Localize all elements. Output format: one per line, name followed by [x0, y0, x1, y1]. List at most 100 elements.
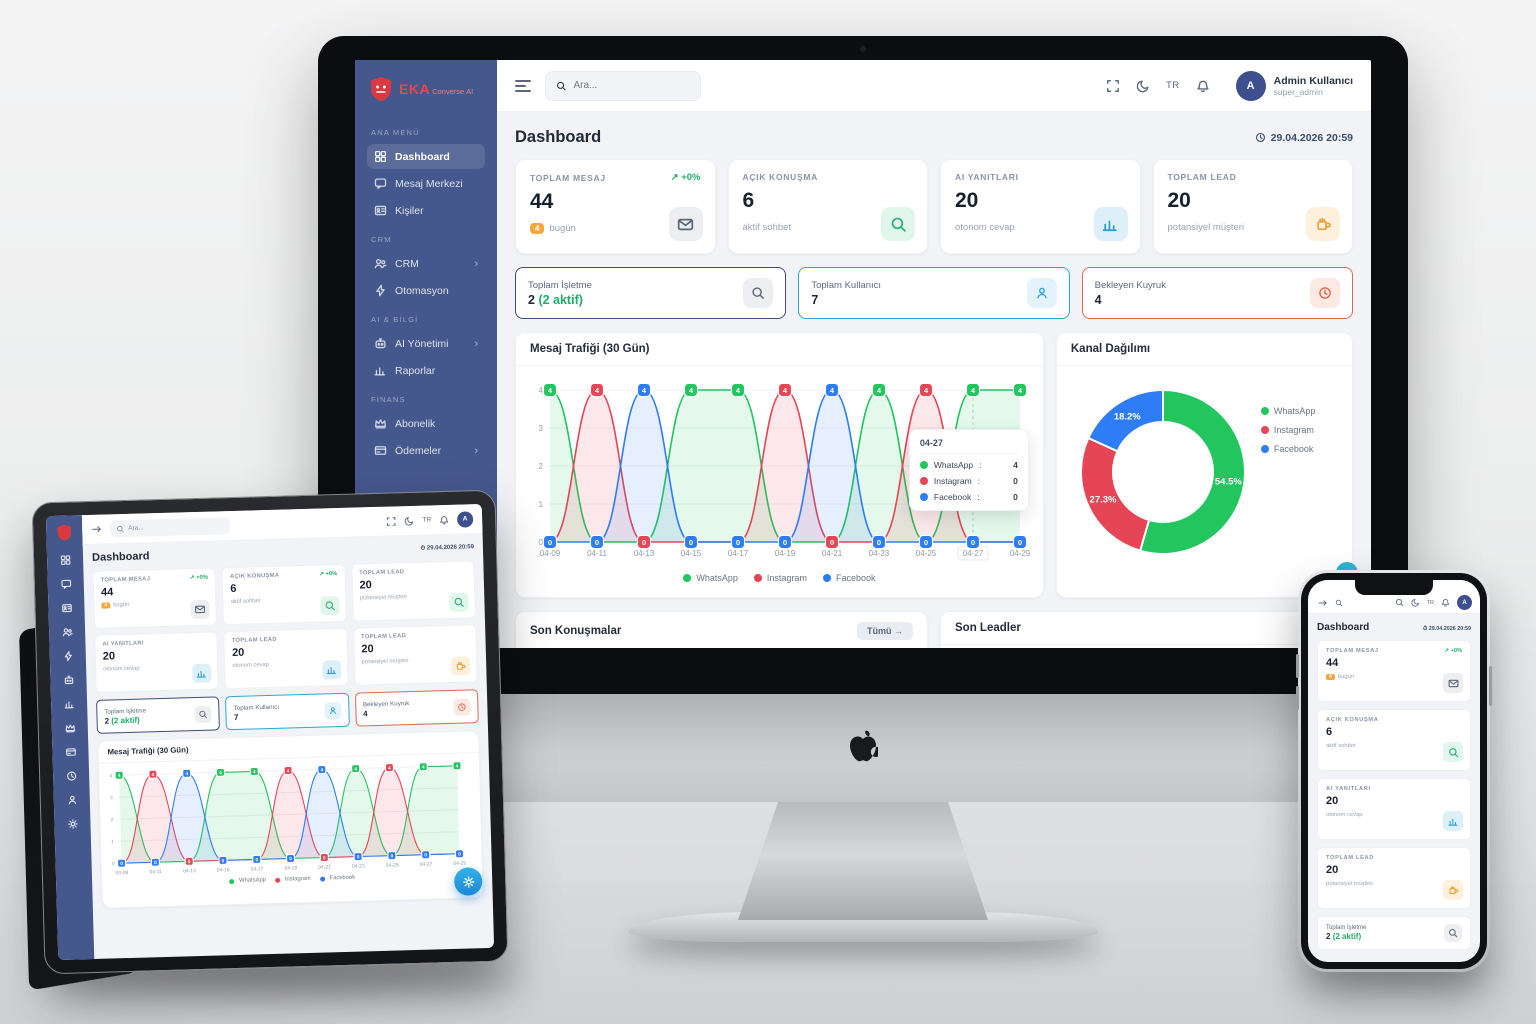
svg-text:04-23: 04-23: [352, 863, 365, 869]
sidebar-item-abonelik[interactable]: Abonelik: [367, 411, 485, 436]
sidebar-item-otomasyon[interactable]: Otomasyon: [367, 278, 485, 303]
svg-text:4: 4: [642, 386, 647, 395]
dark-mode-icon[interactable]: [1411, 598, 1420, 607]
count-badge: 4: [101, 602, 111, 609]
svg-text:0: 0: [188, 859, 191, 865]
menu-toggle-icon[interactable]: [515, 79, 531, 92]
sidebar-item-raporlar[interactable]: Raporlar: [367, 358, 485, 383]
phone-screen: TR A Dashboard ⏱ 29.04.2026 20:59 TOPLAM…: [1308, 580, 1480, 962]
svg-text:0: 0: [971, 538, 975, 547]
chat-icon[interactable]: [60, 578, 71, 589]
search-input[interactable]: [573, 80, 690, 91]
svg-text:04-11: 04-11: [587, 549, 607, 558]
users-icon[interactable]: [61, 626, 73, 637]
mini-card-toplam-kullanici[interactable]: Toplam Kullanıcı 7: [225, 692, 350, 731]
mini-card-toplam-isletme[interactable]: Toplam İşletme 2 (2 aktif): [515, 267, 787, 319]
search-icon[interactable]: [1395, 598, 1404, 607]
view-all-button[interactable]: Tümü →: [857, 622, 913, 640]
svg-text:04-13: 04-13: [634, 549, 655, 558]
svg-text:0: 0: [154, 860, 157, 866]
stat-card[interactable]: TOPLAM LEAD 20 potansiyel müşteri: [1317, 847, 1471, 909]
brand-name: EKA: [399, 81, 431, 97]
stat-card[interactable]: TOPLAM LEAD 20 otonom cevap: [223, 627, 349, 690]
arrow-right-icon[interactable]: [91, 524, 102, 535]
stat-sub: otonom cevap: [955, 222, 1015, 233]
notifications-icon[interactable]: [439, 514, 449, 525]
stat-card-ai-yanitlari[interactable]: AI YANITLARI 20 otonom cevap: [940, 159, 1141, 254]
avatar[interactable]: A: [456, 510, 474, 528]
card-icon[interactable]: [65, 746, 76, 757]
chevron-right-icon: ›: [474, 257, 478, 270]
stat-card-acik-konusma[interactable]: AÇIK KONUŞMA 6 aktif sohbet: [727, 159, 928, 254]
sidebar-item-ai-yonetimi[interactable]: AI Yönetimi ›: [367, 331, 485, 356]
svg-text:4: 4: [456, 764, 459, 770]
user-menu[interactable]: A Admin Kullanıcı super_admin: [1226, 70, 1353, 101]
crown-icon[interactable]: [64, 722, 75, 733]
sidebar-item-dashboard[interactable]: Dashboard: [367, 144, 485, 169]
dark-mode-icon[interactable]: [1136, 79, 1150, 93]
stat-card[interactable]: AI YANITLARI 20 otonom cevap: [94, 631, 220, 693]
sidebar-item-kisiler[interactable]: Kişiler: [367, 198, 485, 223]
mini-card-bekleyen-kuyruk[interactable]: Bekleyen Kuyruk 4: [1081, 267, 1353, 319]
search-box[interactable]: Ara...: [110, 517, 231, 538]
report-icon[interactable]: [63, 698, 74, 709]
stat-card-toplam-mesaj[interactable]: TOPLAM MESAJ ↗ +0% 44 4 bugün: [515, 159, 716, 254]
sidebar-item-mesaj-merkezi[interactable]: Mesaj Merkezi: [367, 171, 485, 196]
svg-text:0: 0: [391, 853, 394, 859]
sidebar-item-odemeler[interactable]: Ödemeler ›: [367, 438, 485, 463]
stat-card[interactable]: TOPLAM MESAJ ↗ +0% 44 4 bugün: [92, 567, 218, 629]
svg-text:4: 4: [924, 386, 929, 395]
dashboard-icon[interactable]: [59, 555, 70, 566]
notifications-icon[interactable]: [1441, 598, 1450, 607]
bar-chart-icon: [1447, 818, 1457, 826]
clock-icon: [1255, 132, 1265, 143]
traffic-chart-card: Mesaj Trafiği (30 Gün) 0 1 2 3 4 04-09 04-11 04…: [515, 332, 1044, 598]
svg-text:0: 0: [783, 538, 787, 547]
contacts-icon[interactable]: [61, 602, 72, 613]
stat-sub: bugün: [549, 223, 576, 234]
lightning-icon[interactable]: [62, 650, 73, 662]
svg-text:4: 4: [539, 386, 544, 395]
sidebar-item-crm[interactable]: CRM ›: [367, 251, 485, 276]
arrow-right-icon[interactable]: [1318, 598, 1328, 608]
mini-card-toplam-isletme[interactable]: Toplam İşletme 2 (2 aktif): [1317, 916, 1471, 950]
page-datetime: ⏱ 29.04.2026 20:59: [1423, 626, 1471, 632]
svg-text:4: 4: [1018, 386, 1023, 395]
stat-card[interactable]: TOPLAM LEAD 20 potansiyel müşteri: [352, 624, 478, 686]
robot-icon[interactable]: [63, 674, 74, 685]
user-role: super_admin: [1273, 86, 1323, 97]
search-box[interactable]: [545, 70, 701, 101]
stat-card[interactable]: AÇIK KONUŞMA ↗ +0% 6 aktif sohbet: [221, 563, 347, 626]
language-selector[interactable]: TR: [422, 516, 432, 524]
dark-mode-icon[interactable]: [404, 515, 414, 526]
mini-value: 7: [811, 292, 819, 307]
svg-text:4: 4: [354, 766, 357, 772]
user-icon[interactable]: [66, 794, 77, 805]
svg-text:04-19: 04-19: [775, 549, 796, 558]
avatar[interactable]: A: [1457, 595, 1472, 610]
mini-card-toplam-isletme[interactable]: Toplam İşletme 2 (2 aktif): [96, 696, 221, 734]
language-selector[interactable]: TR: [1165, 80, 1180, 91]
stat-card-toplam-lead[interactable]: TOPLAM LEAD 20 potansiyel müşteri: [1152, 159, 1353, 254]
clock-icon[interactable]: [66, 770, 77, 781]
svg-text:0: 0: [357, 854, 360, 860]
stat-value: 20: [1326, 864, 1339, 876]
fullscreen-icon[interactable]: [1106, 79, 1120, 93]
fullscreen-icon[interactable]: [386, 516, 396, 526]
stat-card[interactable]: TOPLAM MESAJ ↗ +0% 44 4 bugün: [1317, 640, 1471, 702]
svg-text:0: 0: [323, 855, 326, 861]
mini-card-bekleyen-kuyruk[interactable]: Bekleyen Kuyruk 4: [354, 689, 479, 727]
stat-card[interactable]: AÇIK KONUŞMA 6 aktif sohbet: [1317, 709, 1471, 771]
search-icon[interactable]: [1335, 599, 1343, 607]
legend-dot: [822, 574, 831, 582]
stat-card[interactable]: AI YANITLARI 20 otonom cevap: [1317, 778, 1471, 840]
notifications-icon[interactable]: [1196, 79, 1210, 93]
gear-icon[interactable]: [67, 818, 78, 829]
envelope-icon: [1448, 679, 1458, 687]
language-selector[interactable]: TR: [1426, 599, 1434, 606]
svg-text:04-21: 04-21: [822, 549, 843, 558]
mini-card-toplam-kullanici[interactable]: Toplam Kullanıcı 7: [798, 267, 1070, 319]
traffic-chart-card: Mesaj Trafiği (30 Gün) 0 1 2 3 4 04-09 04-11 04…: [97, 730, 484, 909]
stat-card[interactable]: TOPLAM LEAD 20 potansiyel müşteri: [350, 560, 476, 622]
svg-text:04-23: 04-23: [869, 549, 890, 558]
